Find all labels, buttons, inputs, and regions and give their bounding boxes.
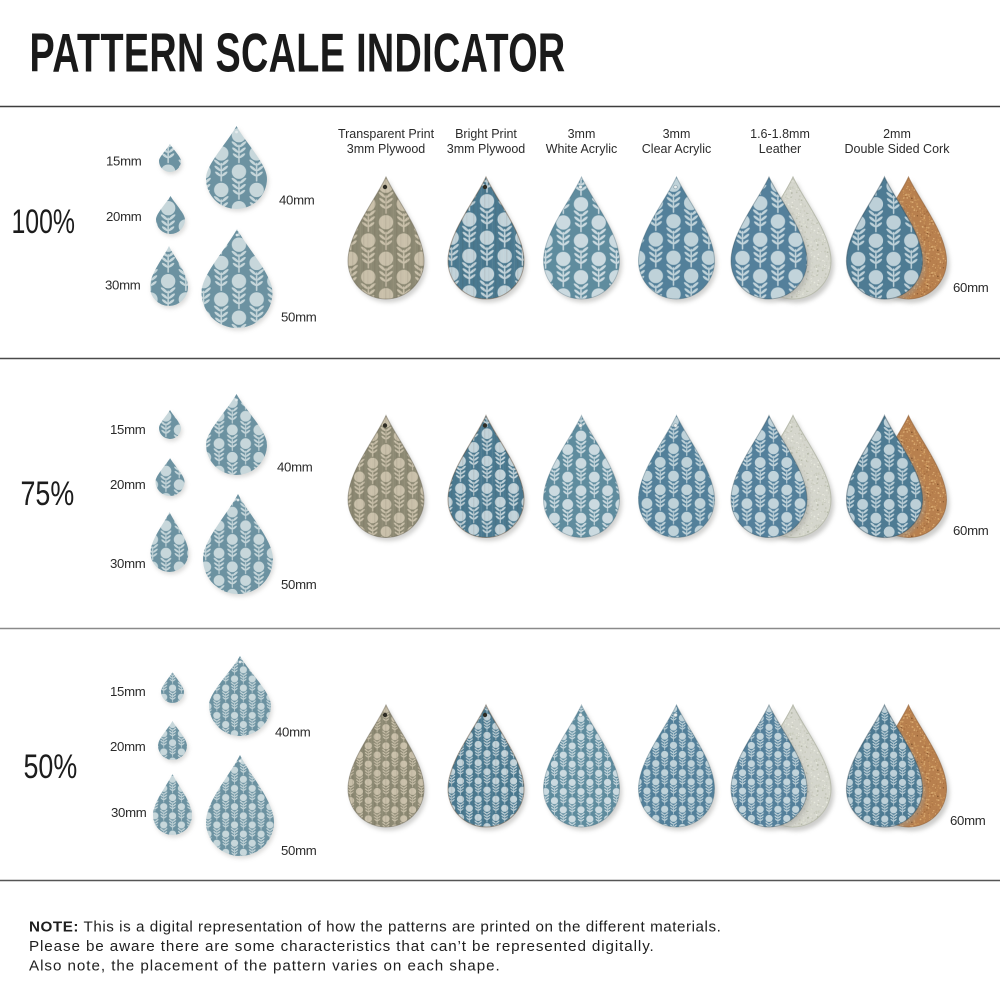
svg-text:Also note, the placement of th: Also note, the placement of the pattern … bbox=[29, 958, 501, 975]
svg-text:20mm: 20mm bbox=[110, 739, 146, 754]
svg-text:15mm: 15mm bbox=[106, 154, 142, 169]
svg-text:15mm: 15mm bbox=[110, 684, 146, 699]
svg-text:60mm: 60mm bbox=[953, 280, 989, 295]
svg-text:30mm: 30mm bbox=[105, 278, 141, 293]
svg-text:3mm: 3mm bbox=[663, 127, 691, 141]
svg-text:50mm: 50mm bbox=[281, 310, 317, 325]
svg-text:Transparent Print: Transparent Print bbox=[338, 127, 435, 141]
svg-text:2mm: 2mm bbox=[883, 127, 911, 141]
svg-text:20mm: 20mm bbox=[106, 209, 142, 224]
svg-text:50mm: 50mm bbox=[281, 577, 317, 592]
svg-text:60mm: 60mm bbox=[953, 523, 989, 538]
svg-text:40mm: 40mm bbox=[275, 725, 311, 740]
svg-text:60mm: 60mm bbox=[950, 813, 986, 828]
svg-text:1.6-1.8mm: 1.6-1.8mm bbox=[750, 127, 810, 141]
svg-text:3mm Plywood: 3mm Plywood bbox=[447, 142, 526, 156]
svg-text:3mm Plywood: 3mm Plywood bbox=[347, 142, 426, 156]
svg-text:50mm: 50mm bbox=[281, 843, 317, 858]
svg-text:30mm: 30mm bbox=[111, 805, 147, 820]
svg-text:Leather: Leather bbox=[759, 142, 801, 156]
svg-text:30mm: 30mm bbox=[110, 556, 146, 571]
svg-text:20mm: 20mm bbox=[110, 477, 146, 492]
svg-text:75%: 75% bbox=[21, 475, 75, 513]
svg-text:Double Sided Cork: Double Sided Cork bbox=[845, 142, 951, 156]
svg-text:3mm: 3mm bbox=[568, 127, 596, 141]
svg-text:Clear Acrylic: Clear Acrylic bbox=[642, 142, 711, 156]
svg-text:40mm: 40mm bbox=[279, 193, 315, 208]
svg-text:Please be aware there are some: Please be aware there are some character… bbox=[29, 938, 655, 955]
svg-text:100%: 100% bbox=[12, 203, 75, 241]
svg-text:15mm: 15mm bbox=[110, 422, 146, 437]
svg-text:50%: 50% bbox=[24, 748, 78, 786]
svg-text:40mm: 40mm bbox=[277, 460, 313, 475]
svg-text:White Acrylic: White Acrylic bbox=[546, 142, 618, 156]
svg-text:Bright Print: Bright Print bbox=[455, 127, 517, 141]
svg-text:PATTERN SCALE INDICATOR: PATTERN SCALE INDICATOR bbox=[30, 21, 566, 83]
svg-text:NOTE: This is a digital repres: NOTE: This is a digital representation o… bbox=[29, 919, 721, 936]
